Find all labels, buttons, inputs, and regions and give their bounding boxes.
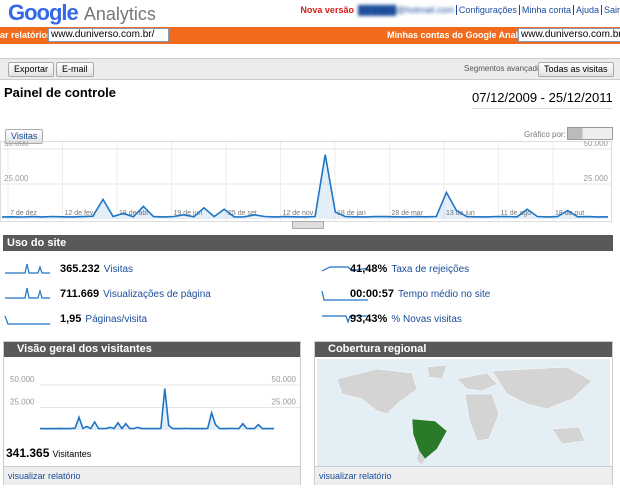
- logo-google: Google: [8, 0, 79, 25]
- metric-value: 711.669: [60, 288, 100, 300]
- account-bar: ar relatórios: www.duniverso.com.br/ Min…: [0, 27, 620, 44]
- visitors-chart: 25.000 25.000 50.000 50.000: [10, 375, 300, 430]
- y-tick-label: 25.000: [584, 174, 609, 183]
- logo-analytics: Analytics: [83, 4, 156, 24]
- visitors-total: 341.365: [6, 446, 50, 460]
- x-tick-label: 18 de jan: [337, 210, 366, 217]
- metric-button[interactable]: Visitas: [5, 129, 44, 144]
- metric-label[interactable]: Tempo médio no site: [398, 289, 491, 300]
- metric: 41,48% Taxa de rejeições: [350, 263, 469, 275]
- accounts-select[interactable]: www.duniverso.com.br: [518, 28, 620, 42]
- metric-label[interactable]: Páginas/visita: [85, 314, 148, 325]
- x-tick-label: 7 de dez: [10, 210, 37, 217]
- link[interactable]: Configurações: [455, 5, 519, 15]
- report-link[interactable]: visualizar relatório: [8, 471, 81, 481]
- link[interactable]: Nova versão: [300, 5, 354, 15]
- link[interactable]: Sair: [600, 5, 620, 15]
- report-link[interactable]: visualizar relatório: [319, 471, 392, 481]
- panel-header: Visão geral dos visitantes: [4, 342, 300, 357]
- series-line: [40, 388, 274, 430]
- main-chart: 7 de dez 12 de fev 18 de abr 19 de jun 25 de…: [0, 141, 612, 222]
- metric-value: 1,95: [60, 313, 82, 325]
- section-header: Uso do site: [3, 235, 613, 251]
- x-tick-label: 28 de mar: [392, 210, 424, 217]
- panel-footer: visualizar relatório: [4, 466, 300, 485]
- page-title: Painel de controle: [4, 85, 116, 100]
- x-tick-label: 25 de set: [228, 210, 257, 217]
- metric-label[interactable]: Taxa de rejeições: [391, 264, 470, 275]
- world-map: [317, 359, 610, 467]
- divider: [472, 108, 612, 109]
- top-links: Nova versão ██████@hotmail.com Configuraçõ…: [298, 5, 620, 15]
- segments-label: Segmentos avançados:: [464, 64, 548, 73]
- y-tick-label: 50.000: [4, 141, 29, 148]
- sparklines: [4, 263, 369, 325]
- x-tick-label: 18 de abr: [119, 210, 149, 217]
- series-line: [1, 154, 609, 218]
- export-button[interactable]: Exportar: [8, 62, 55, 77]
- accounts-label: Minhas contas do Google Analytics:: [387, 30, 542, 40]
- toolbar: Exportar E-mail Segmentos avançados: Tod…: [0, 58, 620, 80]
- x-tick-label: 12 de fev: [65, 210, 94, 217]
- panel-footer: visualizar relatório: [315, 466, 612, 485]
- metric-label[interactable]: Visitas: [103, 264, 134, 275]
- metric: 00:00:57 Tempo médio no site: [350, 288, 490, 300]
- logo: Google Analytics: [8, 0, 156, 26]
- metric-value: 00:00:57: [350, 288, 395, 300]
- highlighted-country: [411, 418, 448, 460]
- x-tick-label: 19 de jun: [174, 210, 203, 217]
- metric: 1,95 Páginas/visita: [60, 313, 147, 325]
- metric: 711.669 Visualizações de página: [60, 288, 211, 300]
- email-button[interactable]: E-mail: [56, 62, 94, 77]
- metric-label[interactable]: % Novas visitas: [391, 314, 462, 325]
- date-range[interactable]: 07/12/2009 - 25/12/2011: [472, 90, 613, 105]
- profile-select[interactable]: www.duniverso.com.br/: [48, 28, 170, 42]
- visitors-label: Visitantes: [52, 449, 92, 459]
- link[interactable]: ██████@hotmail.com: [357, 5, 454, 15]
- y-tick-label: 50.000: [272, 375, 297, 384]
- panel-header: Cobertura regional: [315, 342, 612, 357]
- x-tick-label: 11 de ago: [501, 210, 532, 217]
- y-tick-label: 50.000: [584, 141, 609, 148]
- y-tick-label: 25.000: [4, 174, 29, 183]
- graph-by-buttons[interactable]: [567, 127, 613, 140]
- graph-by-label: Gráfico por:: [524, 130, 566, 139]
- metric-value: 365.232: [60, 263, 100, 275]
- metric: 365.232 Visitas: [60, 263, 133, 275]
- segments-select[interactable]: Todas as visitas: [538, 62, 614, 77]
- y-tick-label: 25.000: [10, 398, 35, 407]
- x-tick-label: 12 de nov: [283, 210, 314, 217]
- regional-panel: Cobertura regional visualizar relatório: [314, 341, 613, 485]
- series-area: [40, 388, 274, 430]
- metric-label[interactable]: Visualizações de página: [103, 289, 211, 300]
- y-tick-label: 50.000: [10, 375, 35, 384]
- link[interactable]: Minha conta: [518, 5, 573, 15]
- metric-value: 41,48%: [350, 263, 388, 275]
- link[interactable]: Ajuda: [572, 5, 601, 15]
- metric: 93,43%% Novas visitas: [350, 313, 462, 325]
- scroll-handle[interactable]: [292, 221, 324, 229]
- x-tick-label: 18 de out: [555, 210, 584, 217]
- y-tick-label: 25.000: [272, 398, 297, 407]
- visitors-panel: Visão geral dos visitantes 341.365 Visit…: [3, 341, 301, 485]
- metric-value: 93,43%: [350, 313, 388, 325]
- account-label: ar relatórios:: [0, 30, 56, 40]
